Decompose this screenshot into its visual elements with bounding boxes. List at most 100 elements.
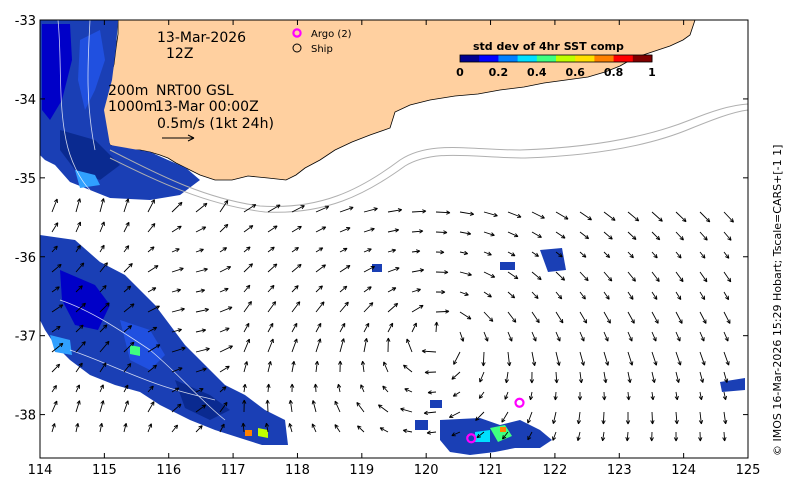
current-vector xyxy=(99,400,105,413)
current-vector xyxy=(411,249,421,254)
current-vector xyxy=(531,331,537,342)
current-vector xyxy=(555,231,566,239)
current-vector xyxy=(723,411,728,425)
current-vector xyxy=(507,331,513,342)
current-vector xyxy=(363,322,370,333)
current-vector xyxy=(241,422,246,433)
colorbar-tick-label: 0.8 xyxy=(604,66,624,79)
current-vector xyxy=(75,285,83,293)
current-vector xyxy=(507,211,522,218)
current-vector xyxy=(243,338,251,353)
current-vector xyxy=(507,271,519,280)
x-tick-label: 120 xyxy=(414,463,439,478)
current-vector xyxy=(357,425,365,433)
x-tick-label: 114 xyxy=(28,463,53,478)
current-vector xyxy=(531,211,545,219)
current-vector xyxy=(675,291,682,300)
colorbar-swatch xyxy=(556,55,576,62)
current-vector xyxy=(314,360,320,373)
colorbar-tick-label: 0.6 xyxy=(565,66,585,79)
current-vector xyxy=(723,251,730,259)
current-vector xyxy=(579,311,588,324)
current-vector xyxy=(219,287,229,293)
current-vector xyxy=(383,361,389,373)
current-vector xyxy=(424,370,437,375)
current-vector xyxy=(291,225,302,233)
current-vector xyxy=(501,431,509,440)
current-vector xyxy=(699,311,707,324)
current-vector xyxy=(601,411,606,425)
current-vector xyxy=(651,211,663,222)
colorbar-swatch xyxy=(632,55,653,62)
current-vector xyxy=(603,371,608,384)
current-vector xyxy=(195,202,208,213)
current-vector xyxy=(75,384,80,393)
current-vector xyxy=(555,331,561,342)
current-vector xyxy=(579,211,592,221)
current-vector xyxy=(400,407,413,413)
current-vector xyxy=(600,431,606,442)
ship-legend-label: Ship xyxy=(311,44,333,55)
current-vector xyxy=(171,201,183,213)
current-vector xyxy=(267,361,272,373)
current-vector xyxy=(675,331,681,342)
y-tick-label: -35 xyxy=(15,172,36,187)
current-vector xyxy=(426,430,437,435)
current-vector xyxy=(404,388,413,393)
current-vector xyxy=(421,349,437,354)
current-vector xyxy=(171,328,182,333)
current-vector xyxy=(243,322,250,333)
current-vector xyxy=(603,351,610,366)
current-vector xyxy=(171,307,185,313)
date-label: 13-Mar-2026 xyxy=(157,30,246,46)
current-vector xyxy=(483,291,492,298)
current-vector xyxy=(387,208,403,213)
current-vector xyxy=(291,338,298,353)
current-vector xyxy=(339,322,346,333)
current-vector xyxy=(627,311,635,324)
current-vector xyxy=(427,390,437,395)
current-vector xyxy=(603,271,613,282)
current-vector xyxy=(651,371,656,383)
colorbar-swatch xyxy=(575,55,595,62)
current-vector xyxy=(722,431,727,442)
current-vector xyxy=(674,411,679,425)
current-vector xyxy=(698,411,704,425)
current-vector xyxy=(147,364,158,373)
current-vector xyxy=(75,198,81,213)
current-vector xyxy=(219,345,233,353)
current-vector xyxy=(219,223,229,233)
current-vector xyxy=(579,331,585,342)
current-vector xyxy=(291,285,299,293)
current-vector xyxy=(435,270,449,275)
current-vector xyxy=(554,371,559,384)
current-vector xyxy=(51,400,58,413)
colorbar-swatch xyxy=(460,55,480,62)
current-vector xyxy=(675,231,684,241)
current-vector xyxy=(723,291,730,301)
x-tick-label: 121 xyxy=(478,463,503,478)
current-vector xyxy=(219,266,232,273)
colorbar-swatch xyxy=(498,55,519,62)
current-vector xyxy=(363,248,372,253)
current-vector xyxy=(291,301,301,313)
current-vector xyxy=(123,400,129,413)
current-vector xyxy=(459,311,472,320)
current-vector xyxy=(99,198,105,213)
current-vector xyxy=(99,384,104,393)
current-vector xyxy=(675,211,687,223)
current-vector xyxy=(363,265,375,273)
current-vector xyxy=(243,204,257,213)
current-vector xyxy=(387,248,397,253)
current-vector xyxy=(195,288,206,293)
current-vector xyxy=(99,285,107,293)
current-vector xyxy=(387,287,397,293)
current-vector xyxy=(576,411,582,425)
x-axis: 114 115 116 117 118 119 120 121 122 123 124 125 xyxy=(28,20,760,478)
current-vector xyxy=(147,305,160,313)
colorbar-tick-label: 0.2 xyxy=(489,66,509,79)
current-vector xyxy=(531,311,540,324)
current-vector xyxy=(219,247,228,253)
current-vector xyxy=(650,411,655,425)
current-vector xyxy=(195,404,207,413)
